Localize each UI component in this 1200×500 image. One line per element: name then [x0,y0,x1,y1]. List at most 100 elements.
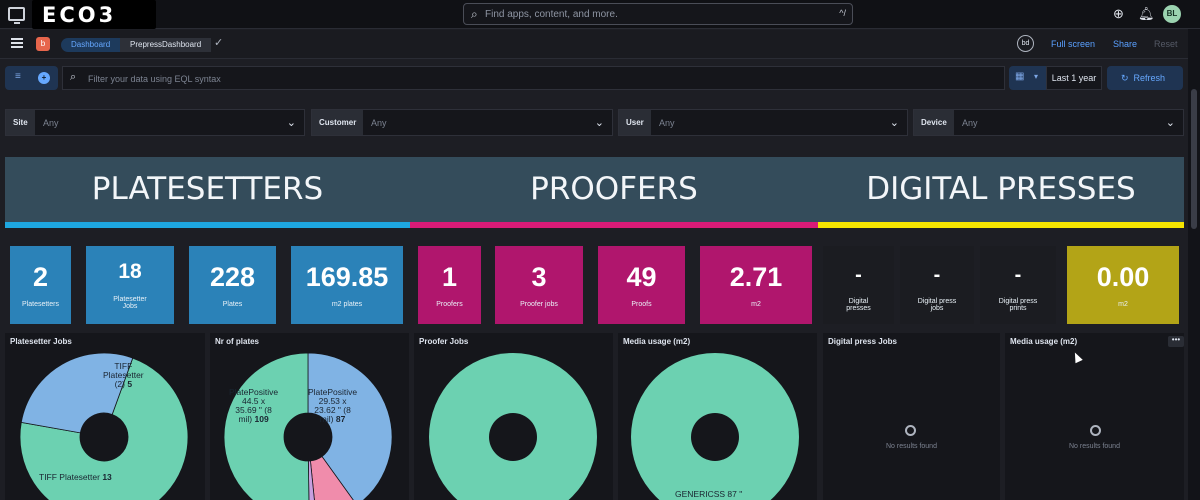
tile-digital-m2[interactable]: 0.00 m2 [1067,246,1179,324]
banner-bar [410,222,818,228]
help-icon[interactable]: ⊕ [1113,6,1124,21]
chevron-down-icon: ⌄ [1165,117,1175,129]
pie-label-line: mil) [319,414,334,424]
pie-label-line: 23.62 " (8 [314,405,351,415]
nr-of-plates-donut [223,352,393,500]
chevron-down-icon: ▾ [1034,72,1039,81]
tile-value: 1 [441,262,458,292]
panel-title: Digital press Jobs [828,337,897,346]
donut-slice[interactable] [19,357,189,500]
panel-digital-press-jobs: Digital press Jobs No results found [823,333,1000,500]
panel-proofer-jobs: Proofer Jobs [414,333,613,500]
filter-customer[interactable]: Customer Any ⌄ [311,109,613,136]
panel-nr-of-plates: Nr of plates PlatePositive 44.5 x 35.69 … [210,333,409,500]
search-shortcut: ^/ [839,8,846,18]
banner-title: PROOFERS [530,171,698,207]
panel-platesetter-jobs: Platesetter Jobs TIFF Platesetter (2) 5 … [5,333,205,500]
global-search[interactable]: ⌕ Find apps, content, and more. ^/ [463,3,853,25]
check-icon[interactable]: ✓ [214,37,224,49]
refresh-button[interactable]: ↻ Refresh [1107,66,1183,90]
chevron-down-icon: ⌄ [594,117,604,129]
pie-label-tiff: TIFF Platesetter 13 [39,473,112,482]
search-icon: ⌕ [70,71,77,83]
share-button[interactable]: Share [1113,39,1138,49]
date-picker-button[interactable]: ▦ ▾ [1009,66,1046,90]
tile-digital-presses[interactable]: - Digital presses [823,246,894,324]
donut-slice[interactable] [309,455,357,500]
logo[interactable]: ECO3 [32,0,156,29]
pie-label-plate-44: PlatePositive 44.5 x 35.69 " (8 mil) 109 [229,388,278,424]
tile-value: 49 [626,262,657,292]
filter-label: Device [914,110,954,135]
tile-proofer-m2[interactable]: 2.71 m2 [700,246,812,324]
pie-label-line: mil) [238,414,253,424]
filter-value: Any [659,118,675,128]
pie-label-tiff2: TIFF Platesetter (2) 5 [103,362,144,389]
banner-proofers: PROOFERS [410,157,818,228]
filter-site[interactable]: Site Any ⌄ [5,109,305,136]
pie-label-line: PlatePositive [308,387,358,397]
breadcrumb-current: PrepressDashboard [120,38,212,52]
refresh-icon: ↻ [1121,73,1129,83]
time-range[interactable]: Last 1 year [1046,66,1102,90]
query-menu-button[interactable]: ≡ + [5,66,58,90]
donut-slice[interactable] [307,352,393,500]
full-screen-button[interactable]: Full screen [1051,39,1096,49]
filter-value: Any [371,118,387,128]
media-usage-donut [631,353,799,500]
pie-label-line: Platesetter [103,370,144,380]
tile-proofer-jobs[interactable]: 3 Proofer jobs [495,246,583,324]
pie-label-line: 29.53 x [318,396,347,406]
tile-digital-press-prints[interactable]: - Digital press prints [980,246,1056,324]
tile-label: Digital presses [846,298,871,312]
banner-digital-presses: DIGITAL PRESSES [818,157,1184,228]
space-badge[interactable]: b [36,37,50,51]
filter-user[interactable]: User Any ⌄ [618,109,908,136]
pie-label-line: PlatePositive [229,387,279,397]
tile-label: Proofers [436,301,463,308]
scrollbar-thumb[interactable] [1191,89,1197,229]
tile-m2-plates[interactable]: 169.85 m2 plates [291,246,403,324]
donut-slice[interactable] [223,352,310,500]
refresh-label: Refresh [1133,73,1166,83]
tile-label: m2 plates [331,301,363,308]
tile-value: 0.00 [1096,262,1150,292]
tile-value: 228 [209,262,256,292]
page-scrollbar[interactable] [1188,29,1200,500]
pie-label-line: (2) [114,379,125,389]
tile-platesetter-jobs[interactable]: 18 Platesetter Jobs [86,246,174,324]
pie-label-generic: GENERICSS 87 " [675,489,743,499]
tile-value: 169.85 [305,262,389,292]
tile-platesetters[interactable]: 2 Platesetters [10,246,71,324]
tile-label: Plates [222,301,243,308]
monitor-icon[interactable] [8,7,25,24]
tile-digital-press-jobs[interactable]: - Digital press jobs [900,246,974,324]
search-placeholder: Find apps, content, and more. [485,9,618,20]
tile-label: Digital press jobs [917,298,957,312]
tile-proofers[interactable]: 1 Proofers [418,246,481,324]
user-avatar[interactable]: BL [1163,5,1181,23]
panel-options-button[interactable]: ••• [1168,336,1184,347]
filter-device[interactable]: Device Any ⌄ [913,109,1184,136]
chevron-down-icon: ⌄ [286,117,296,129]
user-badge[interactable]: bd [1017,35,1034,52]
top-bar: ECO3 ⌕ Find apps, content, and more. ^/ … [0,0,1200,29]
menu-icon[interactable] [11,38,23,48]
donut-hole [691,413,739,461]
reset-button[interactable]: Reset [1154,39,1178,49]
notifications-icon[interactable]: 🔔︎ [1138,6,1155,21]
platesetter-jobs-donut [19,352,189,500]
tile-plates[interactable]: 228 Plates [189,246,276,324]
panel-digital-media-usage: Media usage (m2) No results found [1005,333,1184,500]
proofer-jobs-donut [429,353,597,500]
query-input[interactable]: ⌕ Filter your data using EQL syntax [62,66,1005,90]
donut-slice[interactable] [20,352,134,434]
tile-label: m2 [1118,301,1128,308]
breadcrumb-dashboard[interactable]: Dashboard [61,38,121,52]
tile-label: Digital press prints [998,298,1038,312]
pie-label-line: TIFF [114,361,133,371]
tile-proofs[interactable]: 49 Proofs [598,246,685,324]
filter-value: Any [43,118,59,128]
tile-value: 2.71 [729,262,783,292]
banner-title: PLATESETTERS [91,171,324,207]
